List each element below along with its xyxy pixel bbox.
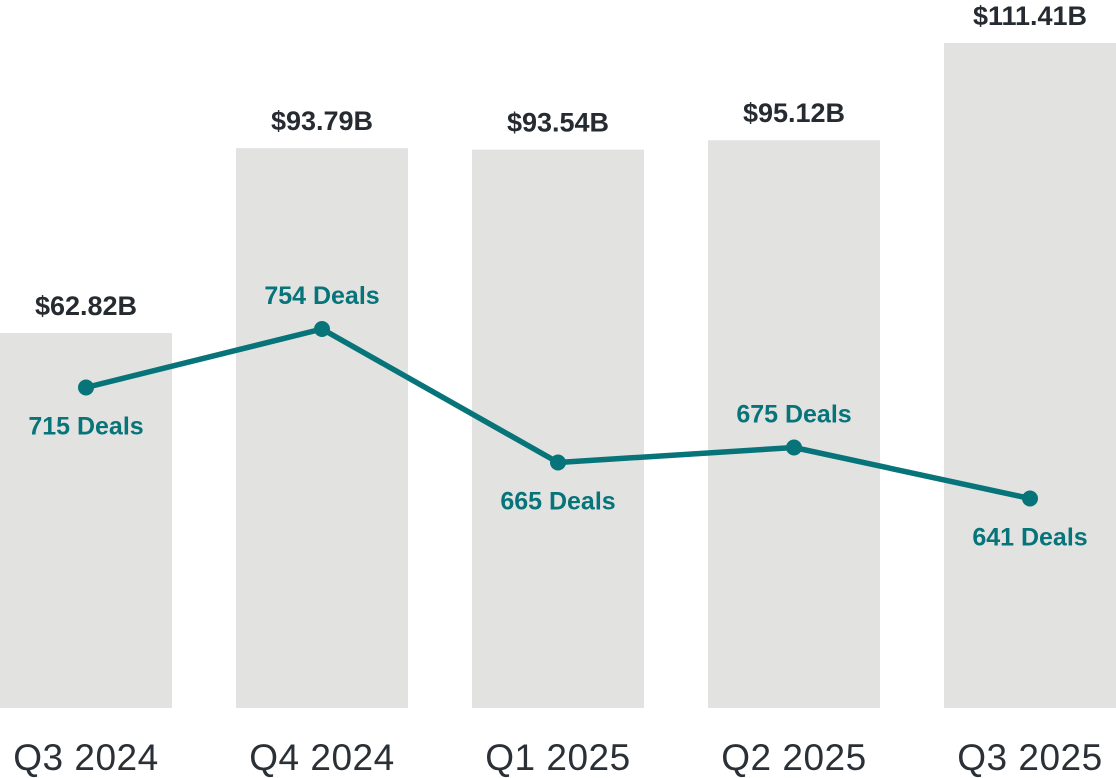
deal-count-marker-q2-2025 [786,439,802,456]
bar-value-label-q2-2025: $95.12B [743,98,845,128]
x-axis-label-q1-2025: Q1 2025 [485,737,630,778]
x-axis-label-q4-2024: Q4 2024 [249,737,394,778]
x-axis-label-q3-2025: Q3 2025 [957,737,1102,778]
bar-value-label-q1-2025: $93.54B [507,108,609,138]
deal-count-marker-q3-2025 [1022,490,1038,507]
deal-count-marker-q1-2025 [550,454,566,471]
deal-count-label-q3-2024: 715 Deals [28,413,143,441]
bar-value-label-q3-2025: $111.41B [973,1,1087,31]
deal-count-label-q3-2025: 641 Deals [972,524,1087,552]
bar-q3-2025 [944,42,1116,708]
deal-count-marker-q4-2024 [314,321,330,337]
deal-count-label-q4-2024: 754 Deals [264,282,379,310]
x-axis-label-q2-2025: Q2 2025 [721,737,866,778]
bar-value-label-q4-2024: $93.79B [271,106,373,136]
bar-q2-2025 [708,140,880,709]
x-axis-label-q3-2024: Q3 2024 [13,737,158,778]
deal-count-marker-q3-2024 [78,379,94,396]
bar-value-label-q3-2024: $62.82B [35,291,137,321]
deal-count-label-q2-2025: 675 Deals [736,401,851,429]
deal-count-label-q1-2025: 665 Deals [500,488,615,516]
bar-q4-2024 [236,148,408,709]
bar-q3-2024 [0,333,172,708]
